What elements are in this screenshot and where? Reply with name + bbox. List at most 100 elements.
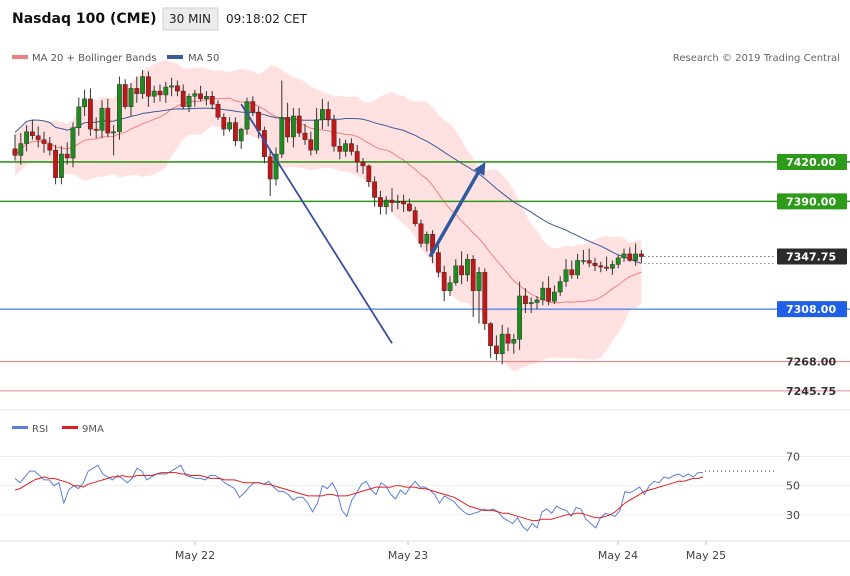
candle-body — [314, 119, 319, 151]
candle-body — [598, 265, 604, 268]
candle-body — [59, 153, 64, 178]
level-labels: 7420.00 7390.00 7308.00 7268.00 7245.75 7347.… — [644, 153, 847, 398]
candle-body — [291, 115, 296, 138]
rsi-ma-legend-swatch — [62, 426, 78, 429]
copyright-text: Research © 2019 Trading Central — [673, 53, 840, 64]
candle-body — [436, 252, 441, 273]
candle-body — [35, 135, 41, 140]
candle-body — [169, 85, 174, 88]
candle-body — [157, 90, 163, 96]
candle-body — [76, 106, 82, 129]
candle-body — [465, 258, 470, 276]
x-axis: May 22 May 23 May 24 May 25 — [175, 541, 726, 562]
header-time: 09:18:02 CET — [226, 12, 308, 26]
timeframe-badge[interactable] — [162, 7, 219, 31]
candle-body — [285, 117, 290, 138]
candle-body — [273, 153, 279, 180]
rsi-legend-swatch — [12, 426, 28, 429]
candle-body — [203, 96, 209, 100]
candle-body — [337, 145, 343, 152]
candle-body — [459, 265, 464, 276]
candle-body — [592, 262, 598, 266]
bearish-trendline — [240, 103, 393, 344]
candle-body — [586, 260, 592, 264]
candle-body — [87, 98, 93, 130]
x-tick-label: May 23 — [388, 549, 428, 562]
rsi-legend-label: RSI — [32, 424, 48, 435]
candle-body — [575, 260, 581, 276]
candle-body — [470, 258, 476, 291]
candle-body — [128, 88, 134, 107]
candle-body — [349, 143, 354, 152]
candle-body — [528, 302, 534, 305]
candle-body — [441, 272, 447, 291]
rsi-line — [14, 464, 703, 532]
candle-body — [267, 156, 273, 180]
last-price-box — [777, 248, 847, 265]
candle-body — [343, 143, 348, 152]
candle-body — [418, 223, 424, 244]
candle-body — [378, 197, 383, 207]
candle-body — [447, 282, 453, 291]
level-label: 7245.75 — [786, 385, 836, 398]
candle-body — [53, 149, 59, 178]
candle-body — [180, 90, 186, 107]
candle-body — [302, 132, 308, 140]
candle-body — [505, 333, 511, 344]
candle-body — [331, 119, 337, 147]
candle-body — [232, 122, 238, 142]
projection-arrow-head — [473, 162, 486, 176]
candle-body — [412, 210, 418, 224]
candle-body — [41, 139, 47, 144]
x-tick-label: May 24 — [598, 549, 638, 562]
candle-body — [116, 84, 122, 132]
x-tick-label: May 25 — [686, 549, 726, 562]
candle-body — [250, 101, 256, 113]
candle-body — [395, 201, 401, 203]
candle-body — [140, 76, 145, 94]
level-label: 7308.00 — [786, 303, 836, 316]
candle-body — [99, 107, 105, 131]
candle-body — [563, 269, 569, 282]
x-tick-label: May 22 — [175, 549, 215, 562]
candle-body — [366, 165, 372, 182]
candle-body — [320, 109, 325, 121]
candle-body — [604, 266, 610, 269]
last-price-label: 7347.75 — [786, 251, 836, 264]
candle-body — [610, 264, 615, 269]
candle-body — [557, 281, 563, 293]
level-label: 7390.00 — [786, 195, 836, 208]
level-label: 7420.00 — [786, 156, 836, 169]
candle-body — [174, 85, 180, 92]
candle-body — [192, 93, 198, 97]
rsi-tick-label: 50 — [786, 480, 800, 493]
candle-body — [633, 253, 639, 261]
level-label: 7268.00 — [786, 356, 836, 369]
candle-body — [122, 84, 128, 107]
candle-body — [134, 88, 140, 94]
candle-body — [372, 181, 377, 198]
candle-body — [186, 96, 192, 107]
candle-body — [215, 103, 221, 118]
level-lines — [0, 161, 850, 392]
candle-body — [494, 345, 499, 354]
level-label-box — [777, 153, 847, 170]
rsi-ma-line — [14, 472, 704, 522]
level-label-box — [777, 301, 847, 318]
candle-body — [627, 253, 633, 261]
candle-body — [93, 128, 99, 131]
ma50-legend-swatch — [167, 55, 183, 59]
candle-body — [383, 199, 389, 207]
candle-body — [221, 117, 227, 130]
candle-body — [517, 295, 523, 340]
candle-body — [24, 131, 29, 144]
candle-body — [360, 161, 366, 167]
candle-body — [198, 93, 203, 100]
candle-body — [325, 109, 331, 121]
candle-body — [163, 86, 169, 96]
chart-title: Nasdaq 100 (CME) — [12, 11, 157, 27]
candle-body — [621, 253, 627, 259]
candle-body — [407, 203, 412, 211]
ma50-legend-label: MA 50 — [188, 53, 219, 64]
